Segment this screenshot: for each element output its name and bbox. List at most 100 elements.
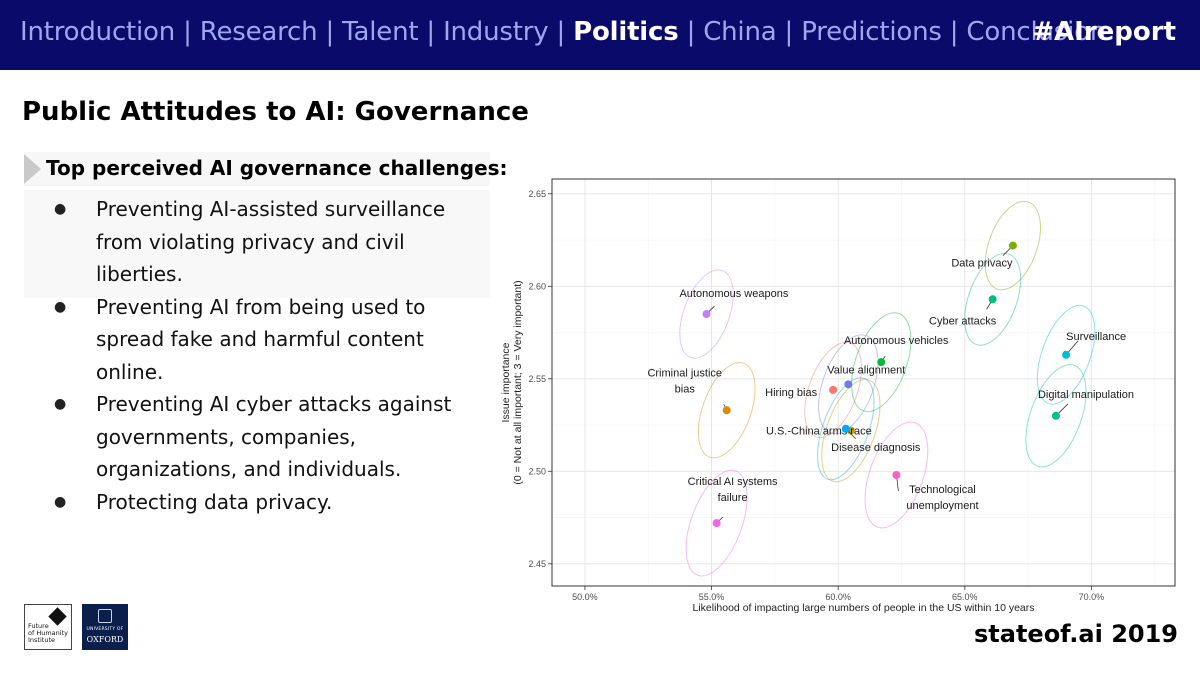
fhi-logo-line: of Humanity bbox=[28, 629, 68, 637]
y-tick-label: 2.45 bbox=[528, 559, 546, 569]
confidence-ellipse bbox=[964, 252, 1022, 346]
nav-item-talent[interactable]: Talent bbox=[342, 17, 419, 47]
y-tick-label: 2.50 bbox=[528, 466, 546, 476]
data-label-line: Autonomous weapons bbox=[679, 288, 788, 300]
data-point bbox=[1062, 350, 1071, 359]
x-tick-label: 60.0% bbox=[825, 592, 851, 602]
confidence-ellipse bbox=[697, 362, 756, 459]
data-point bbox=[1051, 411, 1060, 420]
confidence-ellipse bbox=[818, 334, 879, 435]
data-point bbox=[844, 380, 853, 389]
subheading: Top perceived AI governance challenges: bbox=[46, 156, 508, 180]
x-axis-title: Likelihood of impacting large numbers of… bbox=[692, 602, 1034, 614]
data-point bbox=[702, 310, 711, 319]
subheading-box: Top perceived AI governance challenges: bbox=[24, 152, 508, 186]
data-label: Autonomous vehicles bbox=[844, 335, 949, 347]
chart-svg: 50.0% 55.0% 60.0% 65.0% 70.0% 2.45 2.50 2.55 2.6… bbox=[500, 178, 1176, 614]
nav-item-politics[interactable]: Politics bbox=[573, 17, 679, 47]
data-label-line: Cyber attacks bbox=[929, 315, 997, 327]
y-tick-label: 2.60 bbox=[528, 281, 546, 291]
bullet-list: Preventing AI-assisted surveillance from… bbox=[52, 193, 472, 518]
data-point bbox=[1008, 241, 1017, 250]
data-label: U.S.-China arms race bbox=[766, 426, 872, 438]
plot-border bbox=[551, 178, 1176, 587]
nav-item-research[interactable]: Research bbox=[199, 17, 318, 47]
data-label-line: Digital manipulation bbox=[1038, 389, 1134, 401]
x-tick-label: 70.0% bbox=[1079, 592, 1105, 602]
confidence-ellipse bbox=[1036, 304, 1096, 405]
data-point bbox=[877, 358, 886, 367]
oxford-crest-icon bbox=[98, 609, 112, 623]
nav-item-introduction[interactable]: Introduction bbox=[20, 17, 176, 47]
section-nav: Introduction | Research | Talent | Indus… bbox=[20, 17, 1106, 47]
confidence-ellipse bbox=[864, 421, 929, 529]
nav-separator: | bbox=[678, 17, 704, 47]
data-label-line: Hiring bias bbox=[765, 387, 817, 399]
data-label-line: unemployment bbox=[906, 500, 978, 512]
data-label: Digital manipulation bbox=[1038, 389, 1134, 401]
data-label: Hiring bias bbox=[765, 387, 817, 399]
data-label-line: Data privacy bbox=[951, 258, 1013, 270]
x-tick-label: 55.0% bbox=[699, 592, 725, 602]
data-label-line: U.S.-China arms race bbox=[766, 426, 872, 438]
oxford-logo-small: UNIVERSITY OF bbox=[86, 627, 124, 632]
data-label: Criminal justice bias bbox=[647, 367, 722, 395]
plot-panel bbox=[551, 178, 1176, 587]
data-label: Disease diagnosis bbox=[831, 442, 921, 454]
nav-separator: | bbox=[941, 17, 967, 47]
top-nav-bar: Introduction | Research | Talent | Indus… bbox=[0, 0, 1200, 70]
data-label-line: failure bbox=[718, 492, 748, 504]
confidence-ellipse bbox=[851, 312, 912, 413]
nav-separator: | bbox=[317, 17, 343, 47]
y-axis-subtitle: (0 = Not at all important; 3 = Very impo… bbox=[512, 280, 524, 484]
data-label: Surveillance bbox=[1066, 331, 1126, 343]
data-label: Value alignment bbox=[827, 364, 905, 376]
data-label: Autonomous weapons bbox=[679, 288, 788, 300]
bullet-item: Preventing AI from being used to spread … bbox=[52, 291, 472, 389]
nav-item-predictions[interactable]: Predictions bbox=[801, 17, 942, 47]
y-axis-title: Issue importance bbox=[500, 342, 512, 422]
data-point bbox=[722, 406, 731, 415]
confidence-ellipse bbox=[821, 379, 881, 483]
data-label-line: Surveillance bbox=[1066, 331, 1126, 343]
chevron-right-icon bbox=[24, 154, 41, 184]
oxford-logo: UNIVERSITY OF OXFORD bbox=[82, 604, 128, 650]
fhi-logo-line: Institute bbox=[28, 636, 55, 644]
confidence-ellipse bbox=[804, 341, 862, 439]
data-label-line: bias bbox=[675, 383, 696, 395]
data-label-line: Autonomous vehicles bbox=[844, 335, 949, 347]
data-label-line: Value alignment bbox=[827, 364, 905, 376]
confidence-ellipse bbox=[679, 269, 734, 359]
nav-item-industry[interactable]: Industry bbox=[443, 17, 549, 47]
bullet-item: Preventing AI-assisted surveillance from… bbox=[52, 193, 472, 291]
nav-item-china[interactable]: China bbox=[703, 17, 777, 47]
y-tick-label: 2.65 bbox=[528, 189, 546, 199]
nav-item-conclusion[interactable]: Conclusion bbox=[966, 17, 1107, 47]
data-point bbox=[988, 295, 997, 304]
nav-separator: | bbox=[175, 17, 200, 47]
confidence-ellipse bbox=[817, 377, 875, 481]
confidence-ellipse bbox=[984, 200, 1042, 291]
scatter-chart: 50.0% 55.0% 60.0% 65.0% 70.0% 2.45 2.50 2.55 2.6… bbox=[495, 168, 1185, 618]
confidence-ellipse bbox=[1025, 364, 1087, 468]
data-label-line: Criminal justice bbox=[647, 367, 722, 379]
data-label-line: Technological bbox=[909, 484, 976, 496]
x-tick-label: 65.0% bbox=[952, 592, 978, 602]
confidence-ellipse bbox=[685, 469, 748, 577]
oxford-logo-big: OXFORD bbox=[86, 635, 124, 644]
bullet-item: Protecting data privacy. bbox=[52, 486, 472, 519]
data-point bbox=[892, 471, 901, 479]
nav-separator: | bbox=[418, 17, 444, 47]
x-tick-label: 50.0% bbox=[572, 592, 598, 602]
fhi-logo-line: Future bbox=[28, 622, 49, 630]
data-label: Cyber attacks bbox=[929, 315, 997, 327]
fhi-logo: Future of Humanity Institute bbox=[24, 604, 72, 650]
data-label: Data privacy bbox=[951, 258, 1013, 270]
data-label: Technological unemployment bbox=[906, 484, 978, 512]
y-tick-label: 2.55 bbox=[528, 374, 546, 384]
nav-separator: | bbox=[776, 17, 802, 47]
data-label-line: Critical AI systems bbox=[688, 476, 778, 488]
slide-title: Public Attitudes to AI: Governance bbox=[22, 97, 529, 127]
hashtag: #AIreport bbox=[1032, 17, 1176, 47]
footer-brand: stateof.ai 2019 bbox=[973, 620, 1178, 648]
